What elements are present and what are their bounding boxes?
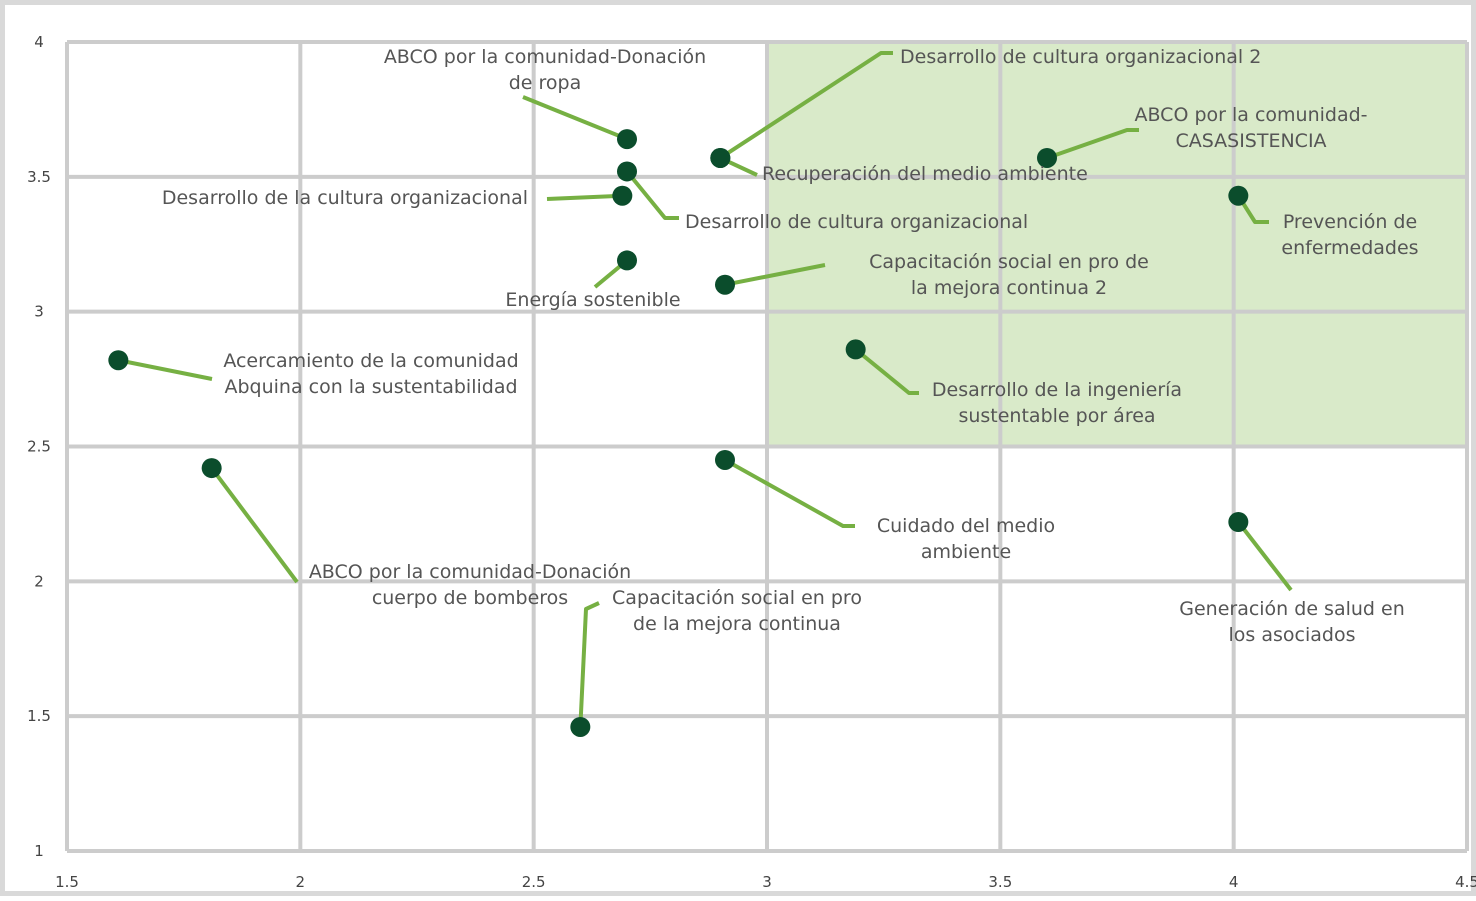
leader-line xyxy=(724,263,826,287)
data-point-marker xyxy=(845,339,866,360)
leader-line xyxy=(210,466,299,584)
point-label-line: Prevención de xyxy=(1283,211,1417,233)
point-label: Acercamiento de la comunidad Abquina con … xyxy=(223,350,518,398)
point-label-line: Capacitación social en pro xyxy=(612,587,862,609)
y-tick-label: 1.5 xyxy=(27,707,51,725)
grid-lines xyxy=(65,40,1469,853)
point-label-line: Capacitación social en pro de xyxy=(869,251,1149,273)
x-tick-label: 2.5 xyxy=(522,873,546,891)
x-tick-label: 2 xyxy=(296,873,306,891)
data-points xyxy=(108,129,1249,737)
data-point-marker xyxy=(201,458,222,479)
point-label: Recuperación del medio ambiente xyxy=(762,163,1088,185)
data-point-marker xyxy=(715,449,735,470)
point-label-line: sustentable por área xyxy=(958,405,1155,427)
highlight-region xyxy=(767,42,1467,447)
leader-line xyxy=(522,95,628,141)
y-tick-label: 3 xyxy=(34,303,44,321)
leader-line xyxy=(1236,194,1269,224)
leader-line xyxy=(546,193,623,201)
point-label-line: Generación de salud en xyxy=(1179,598,1405,620)
point-label-line: ABCO por la comunidad-Donación xyxy=(309,561,631,583)
y-tick-label: 3.5 xyxy=(27,168,51,186)
data-point-marker xyxy=(570,716,591,737)
y-tick-label: 1 xyxy=(34,842,44,860)
point-label-line: Abquina con la sustentabilidad xyxy=(224,376,517,398)
point-label-line: Energía sostenible xyxy=(505,289,680,311)
point-label-line: ABCO por la comunidad-Donación xyxy=(384,46,706,68)
leader-line xyxy=(1236,520,1293,592)
x-tick-label: 4.5 xyxy=(1455,873,1476,891)
point-label-line: de la mejora continua xyxy=(633,613,841,635)
data-point-marker xyxy=(1037,147,1057,168)
point-label: ABCO por la comunidad-Donación de ropa xyxy=(384,46,706,94)
x-tick-label: 3.5 xyxy=(988,873,1012,891)
point-label: Cuidado del medio ambiente xyxy=(877,515,1055,563)
point-label-line: Recuperación del medio ambiente xyxy=(762,163,1088,185)
leader-line xyxy=(117,358,213,381)
leader-line xyxy=(625,170,679,220)
point-label: Desarrollo de cultura organizacional 2 xyxy=(900,46,1261,68)
data-point-marker xyxy=(710,147,731,168)
data-point-marker xyxy=(1228,185,1249,206)
leader-line xyxy=(1046,128,1139,160)
leader-line xyxy=(719,51,893,160)
leader-lines xyxy=(117,51,1293,728)
point-label-line: Desarrollo de cultura organizacional xyxy=(685,211,1028,233)
point-label: Desarrollo de la cultura organizacional xyxy=(162,187,528,209)
x-tick-label: 4 xyxy=(1229,873,1239,891)
point-label: Desarrollo de la ingeniería sustentable p… xyxy=(932,379,1182,427)
data-point-marker xyxy=(617,129,637,150)
data-point-marker xyxy=(715,274,735,295)
point-label-line: ABCO por la comunidad- xyxy=(1134,104,1367,126)
point-label: ABCO por la comunidad- CASASISTENCIA xyxy=(1134,104,1367,152)
leader-line xyxy=(578,601,600,728)
data-point-marker xyxy=(612,185,633,206)
point-label: Generación de salud en los asociados xyxy=(1179,598,1405,646)
leader-line xyxy=(724,458,855,528)
point-label-line: Cuidado del medio xyxy=(877,515,1055,537)
x-tick-label: 1.5 xyxy=(55,873,79,891)
point-label: Capacitación social en pro de la mejora c… xyxy=(612,587,862,635)
point-label-line: de ropa xyxy=(509,72,582,94)
x-tick-label: 3 xyxy=(762,873,772,891)
point-label-line: cuerpo de bomberos xyxy=(372,587,568,609)
point-label-line: ambiente xyxy=(921,541,1011,563)
data-point-marker xyxy=(617,250,637,271)
data-point-marker xyxy=(617,161,637,182)
point-label-line: los asociados xyxy=(1229,624,1356,646)
point-label-line: Desarrollo de la cultura organizacional xyxy=(162,187,528,209)
y-tick-label: 2.5 xyxy=(27,438,51,456)
point-label-line: Acercamiento de la comunidad xyxy=(223,350,518,372)
point-label: Energía sostenible xyxy=(505,289,680,311)
axis-ticks: 1.5 2 2.5 3 3.5 4 4.5 1 1.5 2 2.5 3 3.5 4 xyxy=(27,33,1476,891)
leader-line xyxy=(854,347,919,395)
point-labels: ABCO por la comunidad-Donación de ropa Des… xyxy=(162,46,1419,646)
scatter-chart: ABCO por la comunidad-Donación de ropa Des… xyxy=(27,33,1476,891)
y-tick-label: 2 xyxy=(34,572,44,590)
point-label-line: Desarrollo de cultura organizacional 2 xyxy=(900,46,1261,68)
point-label: Prevención de enfermedades xyxy=(1281,211,1418,259)
data-point-marker xyxy=(1228,512,1249,533)
point-label: Capacitación social en pro de la mejora c… xyxy=(869,251,1149,299)
point-label: ABCO por la comunidad-Donación cuerpo de … xyxy=(309,561,631,609)
y-tick-label: 4 xyxy=(34,33,44,51)
point-label-line: Desarrollo de la ingeniería xyxy=(932,379,1182,401)
point-label-line: CASASISTENCIA xyxy=(1175,130,1326,152)
point-label: Desarrollo de cultura organizacional xyxy=(685,211,1028,233)
data-point-marker xyxy=(108,350,129,371)
point-label-line: la mejora continua 2 xyxy=(911,277,1107,299)
point-label-line: enfermedades xyxy=(1281,237,1418,259)
